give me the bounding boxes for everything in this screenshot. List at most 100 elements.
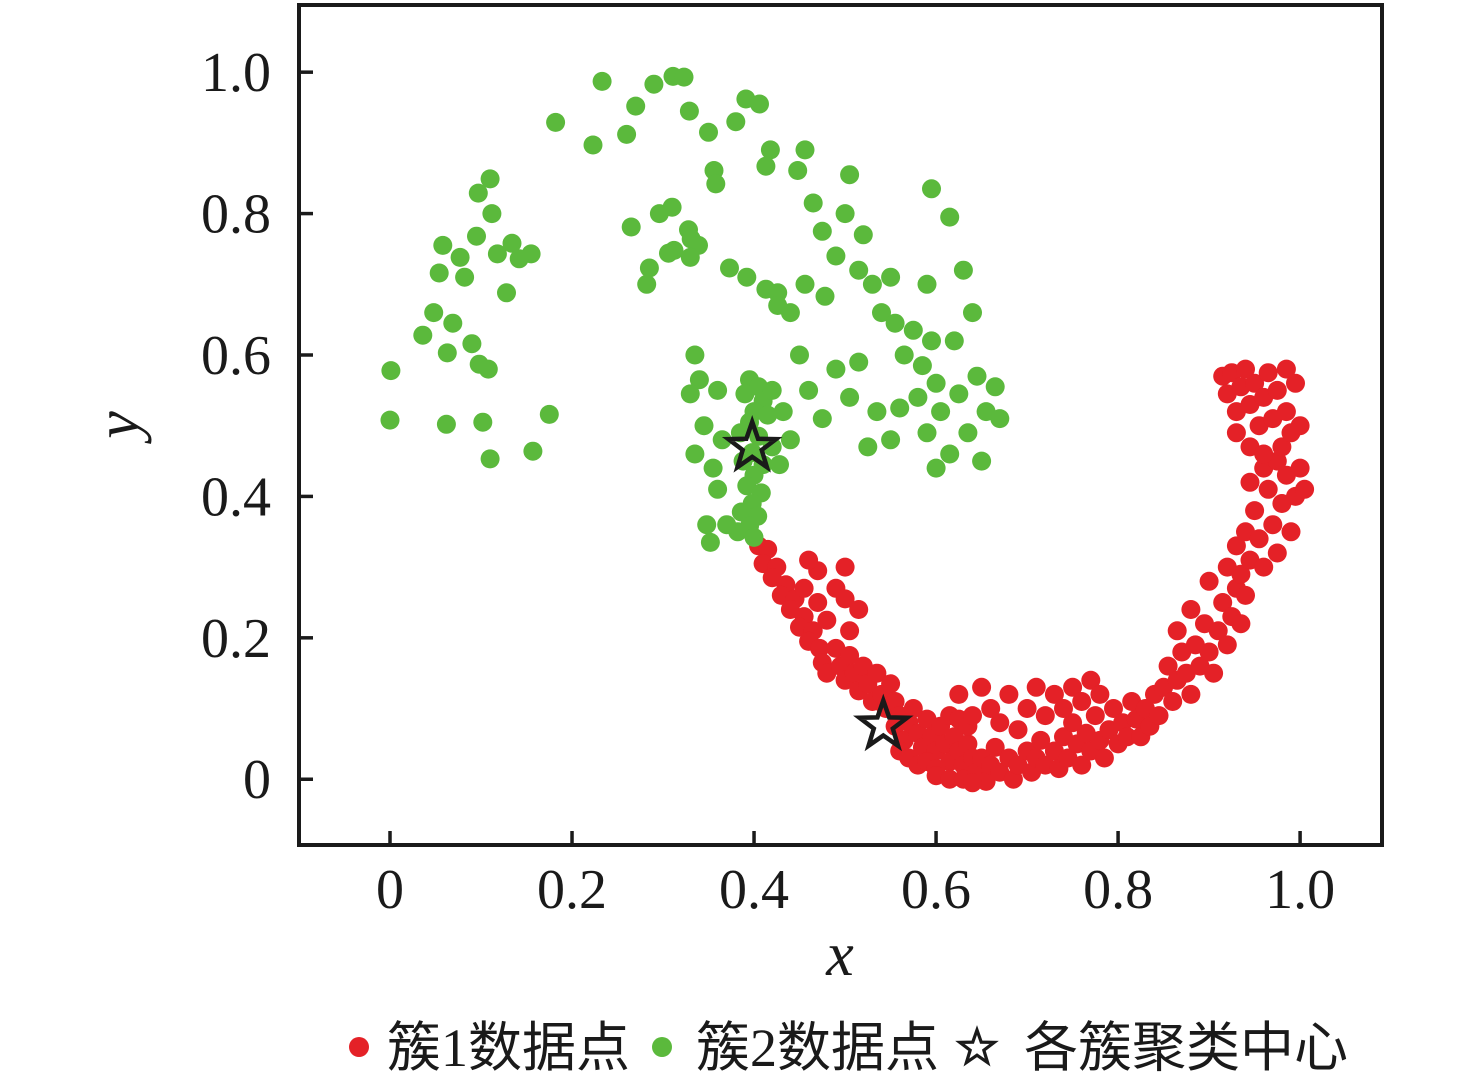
data-point-cluster2 bbox=[487, 244, 507, 264]
data-point-cluster2 bbox=[940, 444, 960, 464]
x-axis-label: x bbox=[825, 921, 854, 989]
data-point-cluster2 bbox=[413, 325, 433, 345]
y-tick-label: 0.8 bbox=[201, 184, 271, 246]
data-point-cluster1 bbox=[794, 578, 814, 598]
data-point-cluster1 bbox=[1081, 670, 1101, 690]
data-point-cluster2 bbox=[840, 387, 860, 407]
data-point-cluster2 bbox=[685, 345, 705, 365]
data-point-cluster2 bbox=[680, 384, 700, 404]
data-point-cluster2 bbox=[862, 274, 882, 294]
data-point-cluster2 bbox=[812, 409, 832, 429]
legend-label-centers: 各簇聚类中心 bbox=[1024, 1018, 1348, 1078]
data-point-cluster2 bbox=[949, 384, 969, 404]
y-tick-label: 0.4 bbox=[201, 466, 271, 528]
y-axis-label: y bbox=[84, 411, 152, 445]
data-point-cluster2 bbox=[835, 204, 855, 224]
data-point-cluster1 bbox=[1245, 373, 1265, 393]
data-point-cluster1 bbox=[903, 699, 923, 718]
data-point-cluster2 bbox=[694, 416, 714, 436]
data-point-cluster2 bbox=[795, 274, 815, 294]
data-point-cluster2 bbox=[455, 267, 475, 287]
data-point-cluster2 bbox=[708, 380, 728, 400]
data-point-cluster1 bbox=[1295, 479, 1315, 499]
cluster2-dot-icon bbox=[652, 1037, 672, 1057]
data-point-cluster2 bbox=[944, 331, 964, 351]
data-point-cluster2 bbox=[473, 412, 493, 432]
data-point-cluster1 bbox=[1236, 585, 1255, 605]
data-point-cluster2 bbox=[468, 183, 488, 203]
data-point-cluster2 bbox=[853, 225, 873, 245]
data-point-cluster2 bbox=[697, 515, 717, 535]
data-point-cluster2 bbox=[662, 197, 682, 217]
data-point-cluster1 bbox=[1149, 706, 1169, 726]
data-points-layer bbox=[380, 66, 1315, 793]
data-point-cluster2 bbox=[826, 246, 846, 266]
data-point-cluster2 bbox=[867, 402, 887, 422]
data-point-cluster2 bbox=[744, 527, 764, 547]
data-point-cluster2 bbox=[450, 247, 470, 267]
data-point-cluster1 bbox=[1204, 663, 1224, 683]
data-point-cluster2 bbox=[849, 352, 869, 372]
data-point-cluster1 bbox=[1258, 479, 1278, 499]
data-point-cluster2 bbox=[497, 283, 516, 303]
data-point-cluster2 bbox=[659, 243, 678, 263]
x-tick-label: 0.4 bbox=[719, 859, 789, 921]
x-tick-label: 0.2 bbox=[537, 859, 607, 921]
data-point-cluster2 bbox=[480, 169, 500, 189]
data-point-cluster2 bbox=[756, 156, 776, 176]
data-point-cluster2 bbox=[799, 380, 819, 400]
data-point-cluster2 bbox=[436, 414, 456, 434]
data-point-cluster1 bbox=[1276, 402, 1296, 422]
data-point-cluster2 bbox=[885, 313, 905, 333]
data-point-cluster1 bbox=[963, 706, 982, 726]
data-point-cluster2 bbox=[858, 437, 878, 457]
y-tick-label: 0 bbox=[243, 749, 271, 811]
data-point-cluster2 bbox=[967, 366, 987, 386]
legend-item-cluster2: 簇2数据点 bbox=[652, 1018, 939, 1078]
data-point-cluster2 bbox=[735, 384, 755, 404]
data-point-cluster2 bbox=[639, 258, 659, 278]
data-point-cluster1 bbox=[1240, 472, 1260, 492]
data-point-cluster2 bbox=[592, 71, 612, 91]
data-point-cluster1 bbox=[1272, 437, 1292, 457]
data-point-cluster2 bbox=[953, 260, 973, 280]
data-point-cluster2 bbox=[958, 423, 978, 443]
data-point-cluster2 bbox=[731, 502, 751, 522]
data-point-cluster1 bbox=[1286, 373, 1305, 393]
data-point-cluster1 bbox=[817, 610, 837, 630]
data-point-cluster2 bbox=[872, 303, 891, 323]
data-point-cluster2 bbox=[917, 274, 937, 294]
data-point-cluster1 bbox=[999, 684, 1019, 704]
data-point-cluster1 bbox=[1017, 699, 1037, 718]
data-point-cluster1 bbox=[849, 600, 869, 619]
data-point-cluster2 bbox=[381, 361, 401, 381]
data-point-cluster1 bbox=[1163, 692, 1183, 711]
data-point-cluster2 bbox=[985, 377, 1005, 397]
data-point-cluster1 bbox=[1158, 656, 1178, 676]
y-tick-label: 1.0 bbox=[201, 42, 271, 104]
data-point-cluster1 bbox=[1199, 642, 1219, 662]
data-point-cluster1 bbox=[1267, 380, 1287, 400]
data-point-cluster2 bbox=[703, 458, 723, 478]
data-point-cluster2 bbox=[737, 476, 757, 496]
data-point-cluster2 bbox=[433, 235, 453, 255]
data-point-cluster1 bbox=[940, 769, 960, 789]
data-point-cluster2 bbox=[881, 267, 901, 287]
data-point-cluster1 bbox=[949, 684, 969, 704]
data-point-cluster1 bbox=[835, 589, 855, 609]
data-point-cluster2 bbox=[424, 303, 444, 323]
data-point-cluster2 bbox=[480, 449, 500, 469]
data-point-cluster1 bbox=[1208, 621, 1228, 641]
data-point-cluster2 bbox=[940, 207, 960, 227]
data-point-cluster2 bbox=[758, 405, 778, 425]
data-point-cluster2 bbox=[762, 437, 782, 457]
data-point-cluster2 bbox=[502, 233, 522, 253]
data-point-cluster2 bbox=[762, 380, 782, 400]
data-point-cluster1 bbox=[1026, 677, 1046, 697]
data-point-cluster1 bbox=[810, 638, 830, 658]
y-tick-label: 0.2 bbox=[201, 608, 271, 670]
data-point-cluster2 bbox=[917, 423, 937, 443]
data-point-cluster2 bbox=[815, 286, 835, 306]
data-point-cluster1 bbox=[840, 621, 860, 641]
data-point-cluster2 bbox=[912, 356, 932, 376]
